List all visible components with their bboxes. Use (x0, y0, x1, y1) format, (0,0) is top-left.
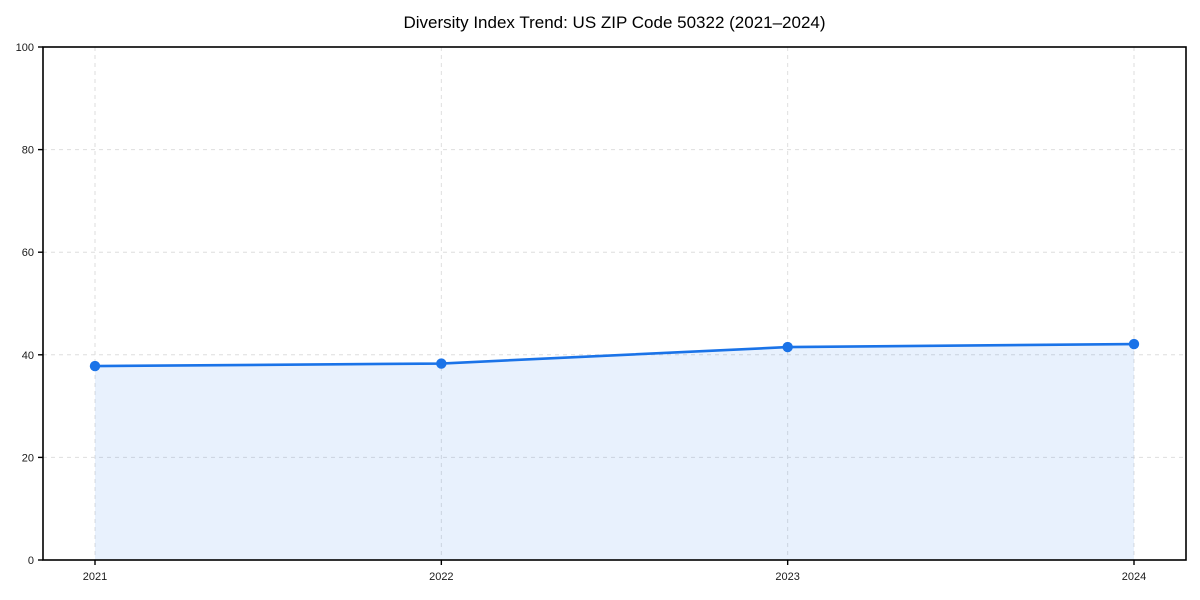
x-tick-label: 2022 (429, 571, 453, 583)
y-tick-label: 0 (28, 555, 34, 567)
y-tick-label: 60 (22, 247, 34, 259)
chart-title: Diversity Index Trend: US ZIP Code 50322… (403, 13, 826, 32)
markers (89, 338, 1140, 372)
y-tick-label: 100 (16, 42, 34, 54)
x-tick-label: 2023 (775, 571, 799, 583)
data-point-marker (436, 358, 447, 369)
y-axis: 0 20 40 60 80 100 (16, 42, 43, 567)
x-tick-label: 2024 (1122, 571, 1146, 583)
plot-border (42, 46, 1187, 561)
y-tick-label: 80 (22, 145, 34, 157)
x-axis: 2021 2022 2023 2024 (83, 560, 1146, 583)
data-point-marker (782, 341, 793, 353)
data-point-marker (1128, 338, 1140, 350)
y-tick-label: 20 (22, 452, 34, 464)
y-tick-label: 40 (22, 350, 34, 362)
trend-line (93, 342, 1136, 368)
x-tick-label: 2021 (83, 571, 107, 583)
data-point-marker (89, 360, 101, 372)
area-fill (95, 344, 1134, 560)
